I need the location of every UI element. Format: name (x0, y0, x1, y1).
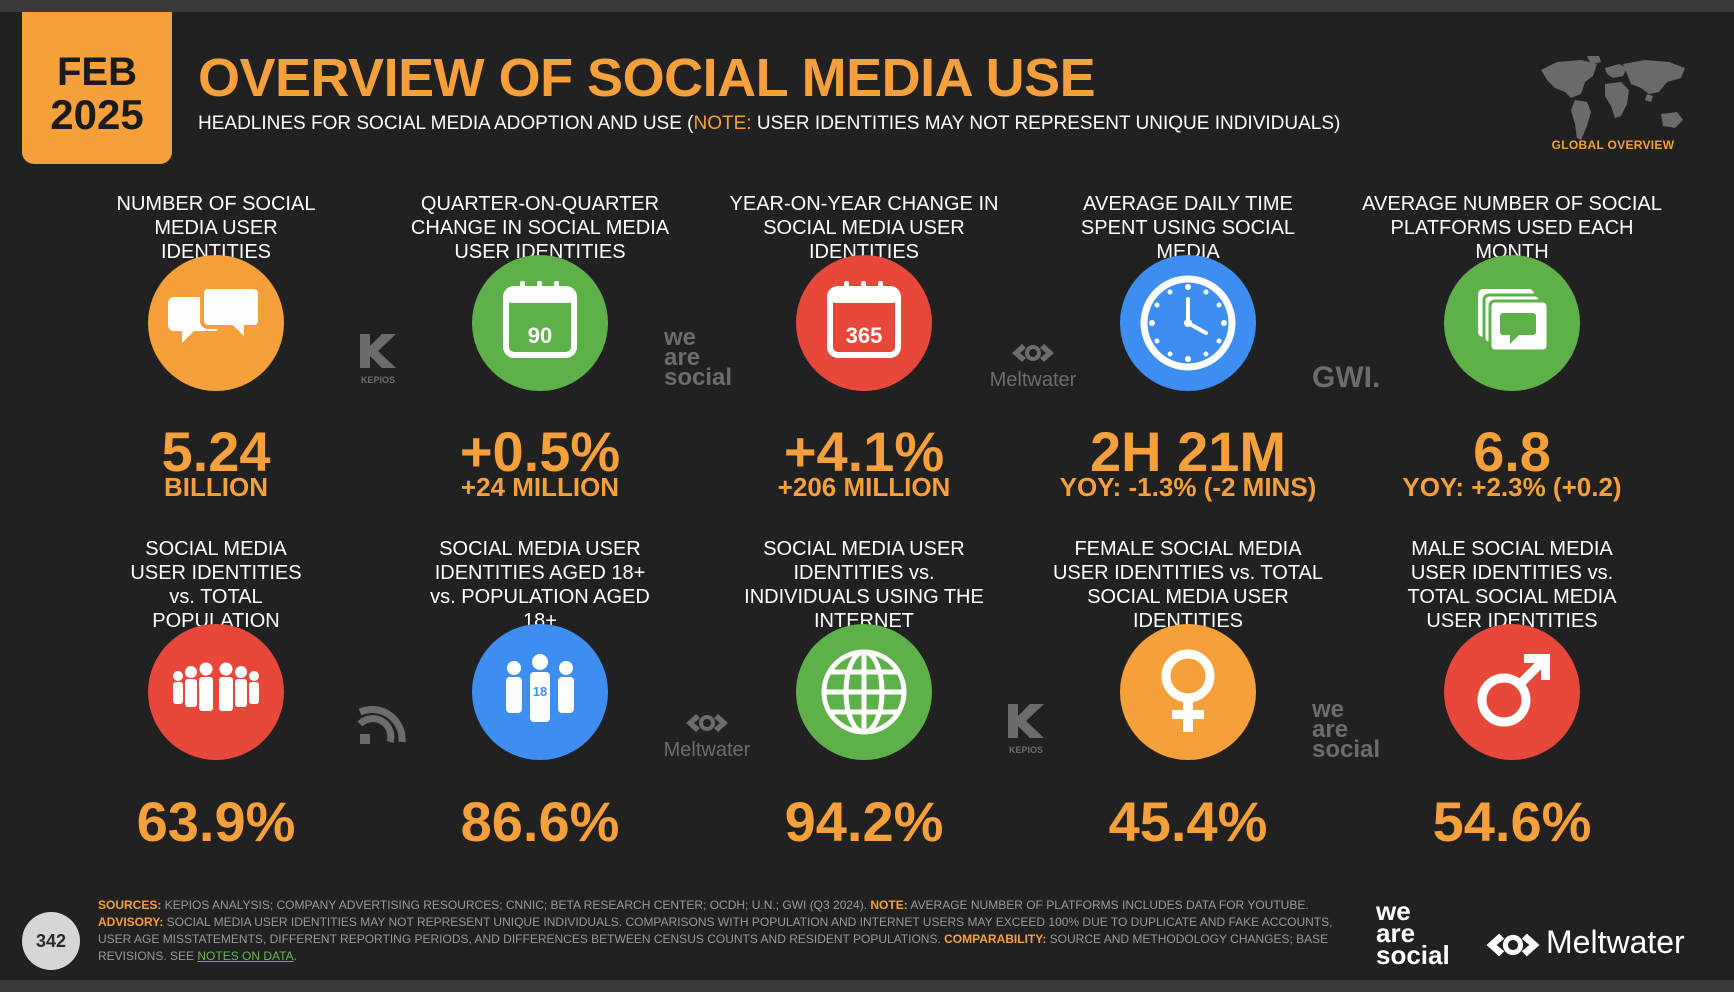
kepios-k-icon (360, 334, 396, 368)
kepios-logo-row2: KEPIOS (996, 702, 1056, 755)
was-are: are (1312, 716, 1349, 743)
stat-sub: BILLION (164, 472, 268, 502)
stat-value: 6.8 (1473, 420, 1551, 483)
comparability-text: SOURCE AND METHODOLOGY CHANGES; BASE REV… (98, 932, 1329, 963)
we-are-social-logo-row2: we are social (1312, 696, 1381, 763)
female-symbol-icon (1120, 624, 1256, 760)
footer-notes: SOURCES: KEPIOS ANALYSIS; COMPANY ADVERT… (98, 897, 1338, 965)
stacked-platforms-icon (1444, 255, 1580, 391)
stat-value: 94.2% (784, 790, 944, 853)
stat-label: YEAR-ON-YEAR CHANGE IN SOCIAL MEDIA USER… (729, 193, 999, 263)
meltwater-mark-icon (1486, 933, 1540, 956)
kepios-logo-text: KEPIOS (360, 375, 395, 385)
stat-value: 5.24 (161, 420, 271, 483)
world-map-icon (1541, 56, 1685, 140)
date-badge: FEB 2025 (22, 12, 172, 164)
brand-we-are-social: we are social (1376, 896, 1450, 970)
was-we: we (1312, 696, 1345, 723)
kepios-logo-text: KEPIOS (1008, 745, 1043, 755)
stat-sub: YOY: -1.3% (-2 MINS) (1059, 472, 1317, 502)
advisory-text: SOCIAL MEDIA USER IDENTITIES MAY NOT REP… (98, 915, 1333, 946)
footer-end: . (293, 949, 297, 963)
svg-text:18: 18 (533, 684, 547, 699)
page-title: OVERVIEW OF SOCIAL MEDIA USE (198, 48, 1096, 108)
brand-are: are (1376, 918, 1416, 948)
page-subtitle: HEADLINES FOR SOCIAL MEDIA ADOPTION AND … (198, 112, 1340, 136)
stat-label: SOCIAL MEDIA USER IDENTITIES vs. TOTAL P… (130, 538, 302, 632)
stat-value: 63.9% (136, 790, 296, 853)
meltwater-logo-row2: Meltwater (652, 712, 762, 761)
speech-bubbles-icon (148, 255, 284, 391)
adults-18-icon: 18 (472, 624, 608, 760)
subtitle-text: HEADLINES FOR SOCIAL MEDIA ADOPTION AND … (198, 113, 694, 134)
brand-meltwater: Meltwater (1484, 924, 1685, 960)
was-we: we (664, 324, 697, 351)
stat-label: AVERAGE NUMBER OF SOCIAL PLATFORMS USED … (1362, 193, 1662, 263)
date-year: 2025 (50, 91, 144, 138)
sources-text: KEPIOS ANALYSIS; COMPANY ADVERTISING RES… (161, 898, 871, 912)
brand-social: social (1376, 940, 1450, 970)
stat-label: MALE SOCIAL MEDIA USER IDENTITIES vs. TO… (1407, 538, 1617, 632)
svg-text:90: 90 (528, 323, 552, 348)
we-are-social-logo: we are social (664, 324, 733, 391)
stat-sub: +24 MILLION (460, 472, 620, 502)
brand-we: we (1376, 896, 1411, 926)
population-icon (148, 624, 284, 760)
stat-label: QUARTER-ON-QUARTER CHANGE IN SOCIAL MEDI… (410, 193, 670, 263)
note-text: AVERAGE NUMBER OF PLATFORMS INCLUDES DAT… (907, 898, 1309, 912)
was-are: are (664, 344, 701, 371)
clock-icon (1120, 255, 1256, 391)
stat-value: 86.6% (460, 790, 620, 853)
stat-label: FEMALE SOCIAL MEDIA USER IDENTITIES vs. … (1052, 538, 1324, 632)
meltwater-logo-text: Meltwater (663, 739, 751, 761)
meltwater-logo: Meltwater (978, 342, 1088, 391)
stat-value: 54.6% (1432, 790, 1592, 853)
male-symbol-icon (1444, 624, 1580, 760)
kepios-logo: KEPIOS (348, 332, 408, 385)
data-source-logo (356, 696, 406, 751)
advisory-key: ADVISORY: (98, 915, 164, 929)
global-overview-label: GLOBAL OVERVIEW (1551, 138, 1675, 152)
stat-value: +0.5% (459, 420, 621, 483)
data-source-icon (357, 705, 406, 744)
subtitle-text-end: USER IDENTITIES MAY NOT REPRESENT UNIQUE… (751, 113, 1341, 134)
note-key: NOTE: (870, 898, 908, 912)
notes-on-data-link[interactable]: NOTES ON DATA (197, 949, 294, 963)
stat-value: +4.1% (783, 420, 945, 483)
calendar-365-icon: 365 (796, 255, 932, 391)
brand-meltwater-text: Meltwater (1546, 924, 1685, 960)
kepios-k-icon (1008, 704, 1044, 738)
stat-label: NUMBER OF SOCIAL MEDIA USER IDENTITIES (116, 193, 316, 263)
gwi-logo: GWI. (1312, 361, 1381, 394)
meltwater-logo-text: Meltwater (989, 369, 1077, 391)
date-month: FEB (57, 50, 137, 94)
stat-label: SOCIAL MEDIA USER IDENTITIES AGED 18+ vs… (430, 538, 650, 632)
stat-label: AVERAGE DAILY TIME SPENT USING SOCIAL ME… (1080, 193, 1296, 263)
meltwater-mark-icon (1012, 344, 1054, 362)
stat-label: SOCIAL MEDIA USER IDENTITIES vs. INDIVID… (744, 538, 984, 632)
svg-text:365: 365 (846, 323, 883, 348)
meltwater-mark-icon (686, 714, 728, 732)
stat-value: 45.4% (1108, 790, 1268, 853)
sources-key: SOURCES: (98, 898, 162, 912)
stat-sub: YOY: +2.3% (+0.2) (1402, 472, 1622, 502)
was-social: social (1312, 736, 1381, 763)
stat-sub: +206 MILLION (777, 472, 951, 502)
globe-icon (796, 624, 932, 760)
stat-value: 2H 21M (1089, 420, 1287, 483)
was-social: social (664, 364, 733, 391)
page-number: 342 (22, 912, 80, 970)
slide: FEB 2025 OVERVIEW OF SOCIAL MEDIA USE HE… (0, 12, 1734, 980)
subtitle-note: NOTE: (693, 113, 752, 134)
comparability-key: COMPARABILITY: (944, 932, 1047, 946)
calendar-90-icon: 90 (472, 255, 608, 391)
